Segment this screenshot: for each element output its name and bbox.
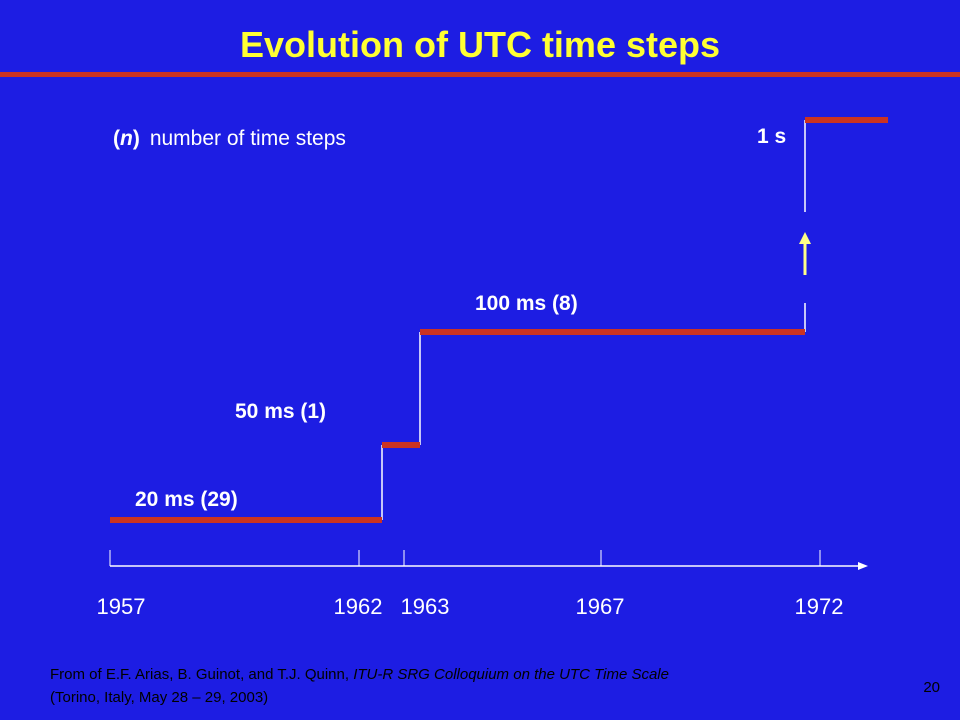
arrow-head [799,232,811,244]
year-label: 1957 [97,594,146,619]
title-rule [0,72,960,77]
note-symbol: n [120,127,133,150]
steps: 20 ms (29) 50 ms (1) 100 ms (8) 1 s [110,117,888,523]
year-label: 1972 [795,594,844,619]
step [382,442,420,448]
year-label: 1967 [576,594,625,619]
citation-prefix: From of E.F. Arias, B. Guinot, and T.J. … [50,666,353,683]
citation-place: (Torino, Italy, May 28 – 29, 2003) [50,689,268,706]
title: Evolution of UTC time steps [240,24,720,65]
axis-arrow [858,562,868,570]
page-number: 20 [923,679,940,696]
year-label: 1963 [401,594,450,619]
step [805,117,888,123]
note: (n) number of time steps [113,127,346,150]
step-label: 1 s [757,125,786,148]
step [110,517,382,523]
note-close: ) [133,127,140,150]
timeline: 1957 1962 1963 1967 1972 [97,550,868,619]
note-text: number of time steps [150,127,346,150]
citation-source: ITU-R SRG Colloquium on the UTC Time Sca… [353,666,669,683]
step-label: 50 ms (1) [235,400,326,423]
note-open: ( [113,127,120,150]
step [420,329,805,335]
citation: From of E.F. Arias, B. Guinot, and T.J. … [50,666,669,683]
step-label: 100 ms (8) [475,292,578,315]
step-label: 20 ms (29) [135,488,238,511]
year-label: 1962 [334,594,383,619]
